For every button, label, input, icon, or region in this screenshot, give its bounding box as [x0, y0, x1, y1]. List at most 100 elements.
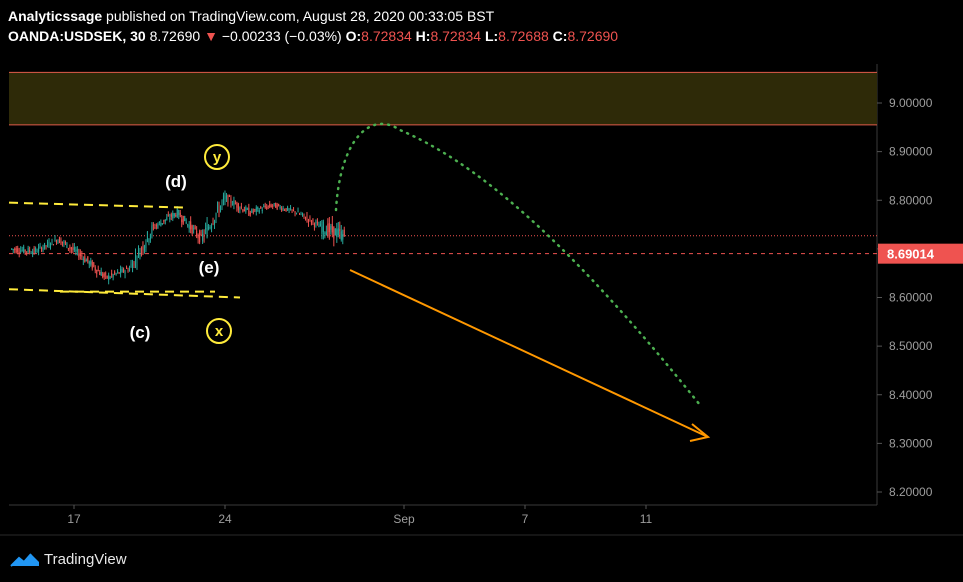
wave-label-circle — [204, 144, 230, 170]
candle-body — [52, 244, 55, 246]
candle-body — [120, 268, 122, 274]
high-label: H: — [415, 28, 431, 44]
candle-body — [29, 249, 31, 252]
author-name[interactable]: Analyticssage — [8, 8, 103, 24]
candle-body — [63, 241, 65, 243]
candle-body — [160, 222, 162, 227]
candle-body — [275, 202, 277, 208]
candle-body — [21, 249, 23, 251]
candle-body — [331, 223, 333, 233]
candle-body — [227, 194, 229, 204]
candle-body — [334, 228, 336, 236]
candle-body — [225, 195, 227, 199]
candle-body — [299, 213, 301, 215]
target-zone — [9, 72, 877, 125]
wave-label-circle — [206, 318, 232, 344]
x-tick-label: 11 — [640, 512, 653, 526]
tradingview-logo-icon[interactable] — [10, 550, 40, 568]
candle-body — [105, 273, 107, 275]
candle-body — [325, 231, 327, 236]
candle-body — [42, 247, 44, 250]
candle-body — [112, 274, 114, 278]
brand-name[interactable]: TradingView — [44, 550, 127, 568]
candle-body — [64, 241, 66, 244]
candle-body — [330, 226, 332, 230]
candle-body — [312, 218, 314, 222]
candle-body — [161, 223, 163, 225]
candle-body — [182, 215, 184, 224]
candle-body — [300, 214, 302, 216]
wave-label: (c) — [130, 323, 151, 342]
price-change: −0.00233 (−0.03%) — [221, 28, 342, 44]
candle-body — [36, 251, 38, 253]
candle-body — [76, 249, 78, 252]
candle-body — [133, 261, 135, 266]
candle-body — [205, 228, 207, 230]
candle-body — [339, 229, 341, 231]
candle-body — [103, 273, 105, 277]
candle-body — [276, 204, 278, 210]
close-value: 8.72690 — [567, 28, 619, 44]
candle-body — [310, 220, 312, 224]
candle-body — [342, 234, 344, 240]
candle-body — [270, 205, 272, 208]
candle-body — [106, 275, 108, 279]
candle-body — [27, 247, 29, 253]
candle-body — [282, 208, 284, 210]
candle-body — [193, 228, 195, 230]
candle-body — [309, 216, 311, 219]
candle-body — [303, 213, 305, 217]
candle-body — [137, 249, 140, 251]
symbol-label[interactable]: OANDA:USDSEK, 30 — [8, 28, 146, 44]
candle-body — [97, 270, 99, 272]
candle-body — [17, 248, 19, 253]
candle-body — [285, 208, 287, 212]
candle-body — [115, 273, 117, 275]
candle-body — [61, 241, 63, 244]
candle-body — [146, 231, 148, 240]
candle-body — [35, 248, 37, 252]
wave-label: (d) — [165, 172, 187, 191]
candle-body — [264, 205, 266, 208]
candle-body — [215, 213, 217, 219]
candle-body — [272, 205, 274, 207]
candle-body — [130, 263, 132, 268]
published-text: published on TradingView.com, August 28,… — [102, 8, 495, 24]
candle-body — [163, 219, 165, 222]
low-value: 8.72688 — [498, 28, 549, 44]
candle-body — [242, 209, 244, 212]
candle-body — [157, 224, 159, 229]
candle-body — [199, 231, 201, 243]
candle-body — [81, 255, 83, 257]
candle-body — [254, 209, 256, 211]
channel-upper-line — [8, 201, 186, 209]
candle-body — [336, 229, 338, 238]
y-tick-label: 8.20000 — [889, 485, 933, 499]
candle-body — [57, 240, 59, 243]
current-price-tag — [878, 243, 963, 264]
candle-body — [306, 216, 308, 219]
candle-body — [172, 212, 174, 219]
candle-body — [287, 207, 289, 211]
candle-body — [245, 207, 247, 212]
candle-body — [151, 225, 153, 235]
candle-body — [185, 221, 187, 224]
candle-body — [212, 223, 214, 225]
candle-body — [284, 209, 286, 211]
candle-body — [91, 261, 93, 269]
candle-body — [26, 251, 28, 253]
candle-body — [291, 209, 293, 211]
candle-body — [84, 256, 86, 262]
y-tick-label: 8.90000 — [889, 145, 933, 159]
candle-body — [321, 226, 323, 234]
candle-body — [236, 202, 238, 208]
candle-body — [117, 271, 119, 273]
candle-body — [88, 261, 90, 265]
candle-body — [301, 212, 304, 215]
candle-body — [288, 208, 290, 210]
candle-body — [221, 200, 223, 204]
candle-body — [219, 205, 222, 212]
low-label: L: — [484, 28, 499, 44]
candle-body — [134, 255, 137, 262]
